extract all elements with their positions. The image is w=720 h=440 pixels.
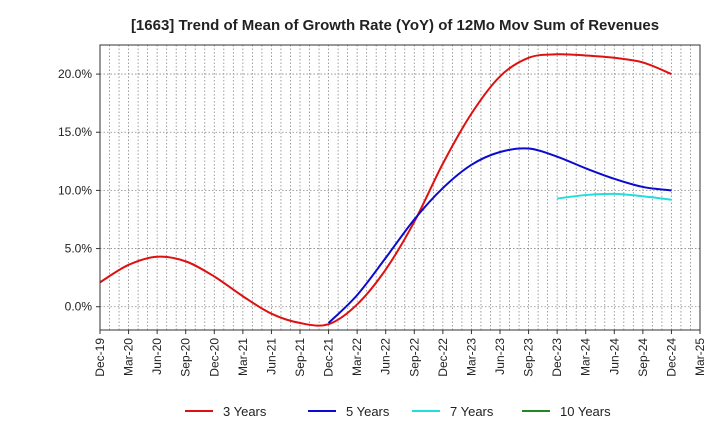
- x-tick-label: Jun-21: [264, 338, 278, 375]
- legend[interactable]: 3 Years 5 Years 7 Years 10 Years: [185, 404, 611, 419]
- x-tick-label: Sep-23: [522, 338, 536, 377]
- x-tick-label: Dec-21: [322, 338, 336, 377]
- series-line-5-years: [327, 147, 672, 324]
- legend-label: 10 Years: [560, 404, 611, 419]
- y-tick-label: 10.0%: [58, 183, 92, 197]
- x-tick-label: Dec-24: [664, 338, 678, 377]
- legend-item-7-years[interactable]: 7 Years: [412, 404, 494, 419]
- legend-item-5-years[interactable]: 5 Years: [308, 404, 390, 419]
- x-tick-label: Sep-20: [179, 338, 193, 377]
- x-tick-label: Mar-23: [464, 338, 478, 376]
- legend-label: 5 Years: [346, 404, 390, 419]
- series-line-3-years: [99, 53, 672, 327]
- x-tick-label: Sep-22: [407, 338, 421, 377]
- x-tick-label: Jun-22: [379, 338, 393, 375]
- x-tick-label: Sep-21: [293, 338, 307, 377]
- series-lines: [99, 53, 672, 327]
- legend-item-10-years[interactable]: 10 Years: [522, 404, 611, 419]
- x-tick-label: Dec-19: [93, 338, 107, 377]
- y-tick-label: 0.0%: [65, 300, 93, 314]
- series-line-7-years: [557, 192, 672, 201]
- x-tick-label: Mar-25: [693, 338, 707, 376]
- x-tick-label: Dec-23: [550, 338, 564, 377]
- x-tick-label: Dec-22: [436, 338, 450, 377]
- legend-item-3-years[interactable]: 3 Years: [185, 404, 267, 419]
- plot-area-frame: [99, 44, 701, 331]
- grid: [100, 45, 700, 330]
- legend-label: 3 Years: [223, 404, 267, 419]
- x-tick-label: Mar-20: [122, 338, 136, 376]
- x-tick-label: Jun-23: [493, 338, 507, 375]
- x-tick-label: Jun-24: [607, 338, 621, 375]
- x-tick-label: Sep-24: [636, 338, 650, 377]
- legend-label: 7 Years: [450, 404, 494, 419]
- y-tick-label: 15.0%: [58, 125, 92, 139]
- x-tick-label: Dec-20: [207, 338, 221, 377]
- y-tick-label: 5.0%: [65, 242, 93, 256]
- y-tick-label: 20.0%: [58, 67, 92, 81]
- x-tick-label: Mar-21: [236, 338, 250, 376]
- y-axis: 0.0% 5.0% 10.0% 15.0% 20.0%: [58, 67, 100, 314]
- x-tick-label: Mar-24: [579, 338, 593, 376]
- x-tick-label: Jun-20: [150, 338, 164, 375]
- x-axis: Dec-19 Mar-20 Jun-20 Sep-20 Dec-20 Mar-21 Jun-…: [93, 330, 707, 377]
- chart-title: [1663] Trend of Mean of Growth Rate (YoY…: [131, 17, 659, 34]
- x-tick-label: Mar-22: [350, 338, 364, 376]
